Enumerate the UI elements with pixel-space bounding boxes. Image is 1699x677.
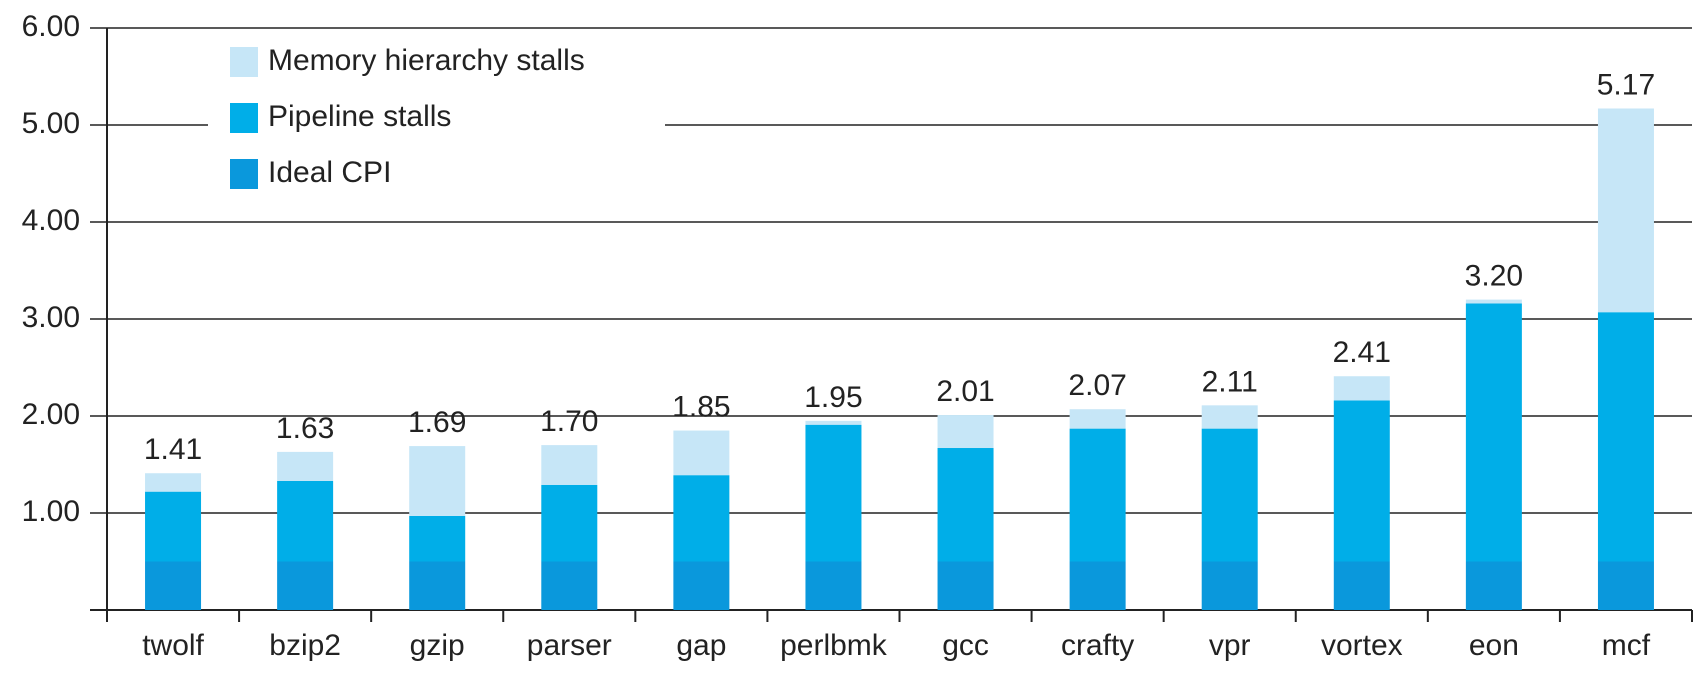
value-label: 2.41 — [1333, 336, 1391, 369]
bar-segment — [1465, 299, 1522, 304]
value-label: 1.95 — [804, 381, 862, 414]
bar-segment — [145, 561, 202, 610]
x-tick-label: vortex — [1321, 629, 1403, 662]
bar-segment — [673, 430, 730, 476]
bar-segment — [937, 415, 994, 449]
x-tick-label: eon — [1469, 629, 1519, 662]
x-tick-label: bzip2 — [269, 629, 341, 662]
y-tick-label: 3.00 — [22, 301, 80, 334]
y-tick-label: 1.00 — [22, 495, 80, 528]
bar-segment — [1597, 312, 1654, 562]
bar-segment — [541, 484, 598, 562]
bar-segment — [277, 480, 334, 562]
value-label: 5.17 — [1597, 68, 1655, 101]
x-tick-label: twolf — [142, 629, 204, 662]
legend: Memory hierarchy stalls Pipeline stalls Id… — [208, 40, 665, 200]
x-tick-label: vpr — [1209, 629, 1251, 662]
bar-segment — [409, 515, 466, 562]
bar-segment — [145, 491, 202, 562]
x-tick-label: crafty — [1061, 629, 1134, 662]
bar-segment — [1333, 561, 1390, 610]
value-label: 1.41 — [144, 433, 202, 466]
y-tick-label: 5.00 — [22, 107, 80, 140]
bar-segment — [673, 561, 730, 610]
bar-segment — [937, 561, 994, 610]
bar-segment — [1333, 376, 1390, 401]
legend-label: Memory hierarchy stalls — [268, 44, 585, 77]
x-tick-label: perlbmk — [780, 629, 888, 662]
value-label: 2.07 — [1068, 369, 1126, 402]
y-tick-label: 6.00 — [22, 10, 80, 43]
y-tick-label: 2.00 — [22, 398, 80, 431]
x-tick-label: parser — [527, 629, 612, 662]
value-label: 3.20 — [1465, 260, 1523, 293]
bar-segment — [805, 561, 862, 610]
legend-swatch — [230, 103, 258, 133]
bar-segment — [409, 561, 466, 610]
bar-segment — [1069, 428, 1126, 562]
value-label: 1.69 — [408, 406, 466, 439]
x-tick-label: mcf — [1602, 629, 1651, 662]
value-label: 1.63 — [276, 412, 334, 445]
value-label: 2.01 — [936, 375, 994, 408]
legend-label: Pipeline stalls — [268, 100, 451, 133]
bar-segment — [409, 446, 466, 516]
bar-segment — [1465, 303, 1522, 562]
bar-segment — [277, 451, 334, 481]
bar-segment — [1597, 561, 1654, 610]
bar-segment — [1201, 428, 1258, 562]
bar-segment — [1465, 561, 1522, 610]
bar-segment — [277, 561, 334, 610]
bar-segment — [1069, 409, 1126, 429]
legend-background — [208, 40, 665, 200]
x-tick-label: gzip — [410, 629, 465, 662]
value-label: 2.11 — [1202, 365, 1258, 398]
legend-swatch — [230, 159, 258, 189]
x-tick-label: gcc — [942, 629, 989, 662]
bar-segment — [1333, 400, 1390, 562]
bar-segment — [541, 445, 598, 485]
bar-segment — [805, 420, 862, 425]
bar-segment — [1597, 108, 1654, 313]
legend-label: Ideal CPI — [268, 156, 391, 189]
y-tick-label: 4.00 — [22, 204, 80, 237]
bar-segment — [937, 448, 994, 562]
bar-segment — [541, 561, 598, 610]
bar-segment — [673, 475, 730, 562]
x-tick-label: gap — [676, 629, 726, 662]
legend-swatch — [230, 47, 258, 77]
bar-segment — [1201, 561, 1258, 610]
bar-segment — [805, 424, 862, 562]
bar-segment — [1069, 561, 1126, 610]
bar-segment — [145, 473, 202, 492]
value-label: 1.70 — [540, 405, 598, 438]
value-label: 1.85 — [672, 390, 730, 423]
bar-segment — [1201, 405, 1258, 429]
